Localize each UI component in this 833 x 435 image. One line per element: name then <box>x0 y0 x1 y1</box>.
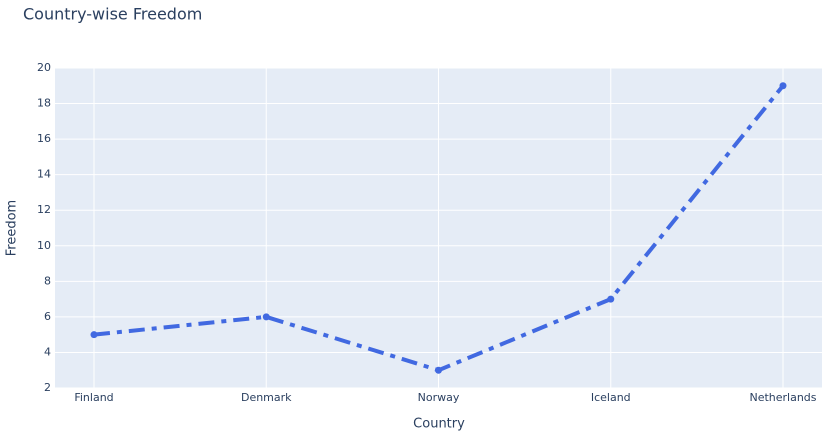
x-tick-label: Netherlands <box>749 391 816 404</box>
x-tick-label: Norway <box>418 391 460 404</box>
y-tick-label: 2 <box>44 381 51 394</box>
y-tick-label: 12 <box>37 203 51 216</box>
y-tick-label: 8 <box>44 274 51 287</box>
chart-title: Country-wise Freedom <box>23 5 202 24</box>
y-tick-label: 18 <box>37 97 51 110</box>
data-point <box>435 366 442 374</box>
data-point <box>90 331 98 339</box>
y-tick-label: 6 <box>44 310 51 323</box>
data-point <box>262 313 270 321</box>
y-tick-label: 4 <box>44 345 51 358</box>
x-tick-label: Finland <box>74 391 113 404</box>
y-tick-label: 16 <box>37 132 51 145</box>
y-axis-title: Freedom <box>5 200 20 256</box>
y-tick-label: 14 <box>37 168 51 181</box>
y-tick-label: 10 <box>37 239 51 252</box>
data-point <box>779 82 787 90</box>
y-tick-label: 20 <box>37 61 51 74</box>
x-axis-title: Country <box>413 417 465 432</box>
x-tick-label: Denmark <box>241 391 292 404</box>
x-tick-label: Iceland <box>591 391 631 404</box>
data-point <box>607 295 615 303</box>
